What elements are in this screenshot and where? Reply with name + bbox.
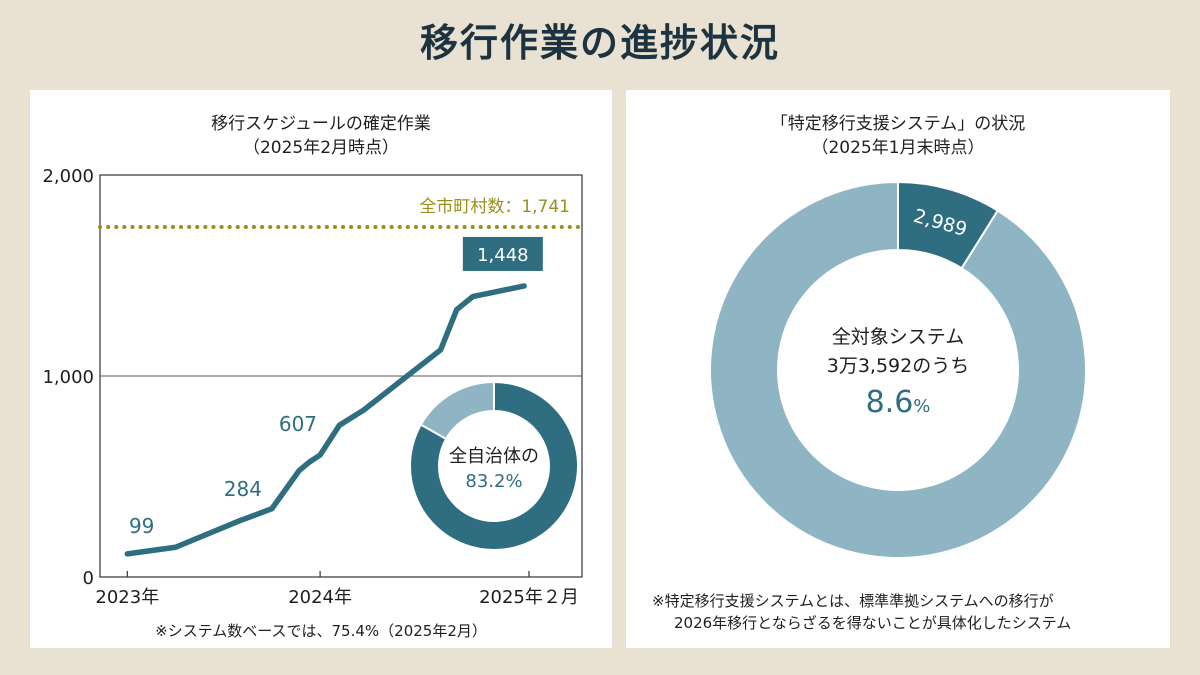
left-panel: 移行スケジュールの確定作業 （2025年2月時点） 0 1,000 2,000 202… [30, 90, 612, 648]
data-label-box: 1,448 [462, 236, 543, 271]
donut-center-line2: 3万3,592のうち [827, 355, 969, 377]
donut-center-unit: % [913, 396, 930, 417]
right-note-line1: ※特定移行支援システムとは、標準準拠システムへの移行が [652, 592, 1054, 610]
y-tick-label: 0 [83, 568, 94, 589]
inset-donut-value: 83.2% [465, 471, 522, 492]
data-label: 99 [129, 514, 154, 538]
y-tick-label: 1,000 [42, 367, 94, 388]
data-label: 607 [279, 412, 317, 436]
donut-center-line1: 全対象システム [832, 326, 964, 348]
right-note: ※特定移行支援システムとは、標準準拠システムへの移行が 2026年移行とならざる… [652, 590, 1071, 634]
left-chart-subtitle: （2025年2月時点） [242, 138, 400, 158]
line-chart: 0 1,000 2,000 2023年 2024年 2025年２月 全市町村数：1,741… [42, 166, 584, 608]
right-note-line2: 2026年移行とならざるを得ないことが具体化したシステム [674, 614, 1072, 632]
right-chart-subtitle: （2025年1月末時点） [811, 138, 985, 158]
x-tick-label: 2023年 [95, 587, 159, 608]
data-label: 1,448 [477, 245, 529, 266]
data-label: 284 [224, 477, 262, 501]
y-tick-label: 2,000 [42, 166, 94, 187]
left-footnote: ※システム数ベースでは、75.4%（2025年2月） [155, 622, 487, 640]
inset-donut-hole [439, 411, 549, 521]
data-label-box-bg [462, 236, 543, 271]
inset-donut-label: 全自治体の [449, 446, 539, 467]
x-tick-label: 2024年 [288, 587, 352, 608]
donut-slice [709, 180, 1087, 559]
right-panel: 「特定移行支援システム」の状況 （2025年1月末時点） 2,989 全対象シス… [626, 90, 1170, 648]
right-panel-title: 「特定移行支援システム」の状況 （2025年1月末時点） [626, 112, 1170, 160]
reference-label: 全市町村数：1,741 [419, 197, 570, 217]
donut-chart: 2,989 全対象システム 3万3,592のうち 8.6% [709, 180, 1087, 559]
left-panel-title: 移行スケジュールの確定作業 （2025年2月時点） [30, 112, 612, 160]
series-line [124, 283, 527, 557]
page-title: 移行作業の進捗状況 [419, 21, 780, 65]
donut-center-value: 8.6% [866, 385, 931, 420]
x-tick-label: 2025年２月 [479, 587, 579, 608]
right-chart-title: 「特定移行支援システム」の状況 [770, 114, 1026, 134]
left-chart-title: 移行スケジュールの確定作業 [211, 114, 431, 134]
donut-center-number: 8.6 [866, 385, 914, 420]
